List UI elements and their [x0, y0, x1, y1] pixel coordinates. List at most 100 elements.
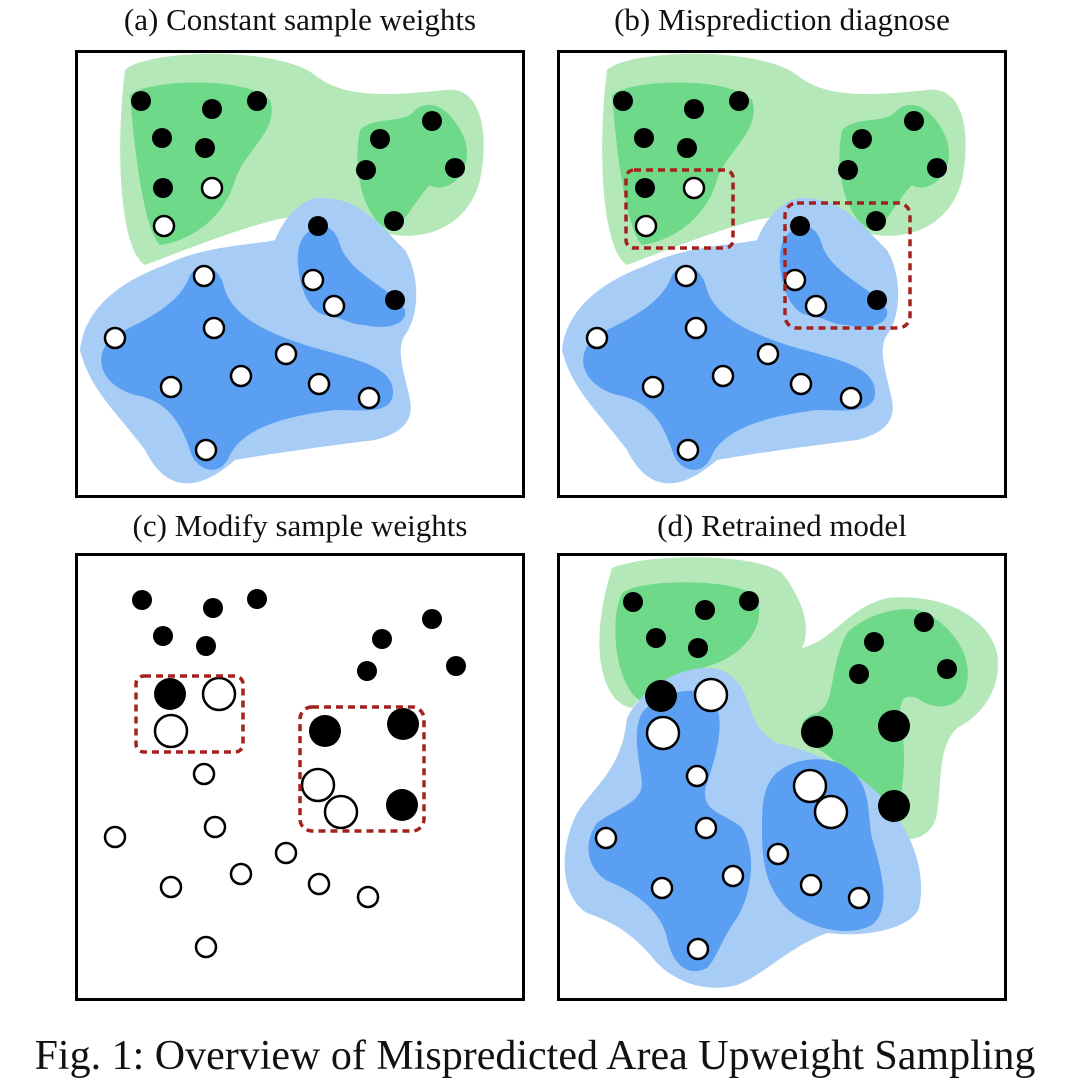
- point-white: [152, 214, 176, 238]
- point-white: [307, 872, 331, 896]
- point-black: [247, 589, 267, 609]
- point-black: [635, 178, 655, 198]
- point-black-upweighted: [309, 715, 341, 747]
- point-black-upweighted: [645, 680, 677, 712]
- point-black: [623, 592, 643, 612]
- panel-frame: [75, 50, 525, 498]
- point-white: [229, 862, 253, 886]
- point-black: [445, 158, 465, 178]
- panel-frame: [557, 50, 1007, 498]
- green-region-inner: [615, 582, 760, 702]
- point-white: [686, 937, 710, 961]
- point-white: [594, 826, 618, 850]
- point-black: [866, 211, 886, 231]
- point-white: [789, 372, 813, 396]
- panel-c-title: (c) Modify sample weights: [132, 508, 468, 543]
- point-white: [676, 438, 700, 462]
- point-white: [103, 326, 127, 350]
- point-black: [357, 661, 377, 681]
- point-black: [864, 632, 884, 652]
- panel-b: [557, 50, 1007, 498]
- point-white: [159, 375, 183, 399]
- blue-region-inner: [762, 759, 884, 932]
- point-black: [838, 160, 858, 180]
- point-black-upweighted: [386, 789, 418, 821]
- point-black: [247, 91, 267, 111]
- panel-a-svg: [75, 50, 525, 498]
- point-black: [790, 216, 810, 236]
- point-white-upweighted: [693, 677, 729, 713]
- point-white: [322, 294, 346, 318]
- point-white: [307, 372, 331, 396]
- point-black: [914, 612, 934, 632]
- blue-region-inner: [588, 690, 752, 972]
- point-white: [682, 176, 706, 200]
- point-black: [446, 656, 466, 676]
- point-black: [729, 91, 749, 111]
- point-black-upweighted: [878, 790, 910, 822]
- point-white-upweighted: [153, 713, 189, 749]
- point-white: [847, 886, 871, 910]
- point-white: [159, 875, 183, 899]
- mispredicted-area-box: [624, 168, 735, 250]
- panel-b-title: (b) Misprediction diagnose: [614, 2, 950, 37]
- point-black: [695, 600, 715, 620]
- point-black: [684, 99, 704, 119]
- point-black: [422, 609, 442, 629]
- point-white: [684, 316, 708, 340]
- point-white: [650, 876, 674, 900]
- point-black-upweighted: [878, 710, 910, 742]
- point-white: [192, 762, 216, 786]
- point-black: [203, 598, 223, 618]
- point-white-upweighted: [323, 794, 359, 830]
- point-black: [688, 638, 708, 658]
- point-white-upweighted: [813, 794, 849, 830]
- point-white: [202, 316, 226, 340]
- point-black: [677, 138, 697, 158]
- point-white: [103, 825, 127, 849]
- point-white: [200, 176, 224, 200]
- point-white: [229, 364, 253, 388]
- point-white: [711, 364, 735, 388]
- panel-d-svg: [557, 553, 1007, 1001]
- point-black-upweighted: [154, 678, 186, 710]
- point-white-upweighted: [792, 768, 828, 804]
- panel-d-title: (d) Retrained model: [657, 508, 907, 543]
- point-white: [192, 264, 216, 288]
- green-region-inner: [130, 82, 272, 245]
- point-black: [422, 111, 442, 131]
- point-white-upweighted: [645, 715, 681, 751]
- point-white-upweighted: [300, 767, 336, 803]
- point-black: [384, 211, 404, 231]
- point-black-upweighted: [801, 716, 833, 748]
- point-black: [132, 590, 152, 610]
- point-black: [131, 91, 151, 111]
- point-white: [585, 326, 609, 350]
- point-white: [357, 386, 381, 410]
- point-white: [756, 342, 780, 366]
- point-black: [927, 158, 947, 178]
- point-black-upweighted: [387, 708, 419, 740]
- point-black: [195, 138, 215, 158]
- panel-b-svg: [557, 50, 1007, 498]
- mispredicted-area-box: [298, 705, 426, 833]
- point-white: [674, 264, 698, 288]
- point-white: [799, 873, 823, 897]
- point-white: [356, 885, 380, 909]
- point-black: [372, 629, 392, 649]
- point-black: [739, 591, 759, 611]
- point-white: [685, 764, 709, 788]
- point-black: [308, 216, 328, 236]
- point-white: [641, 375, 665, 399]
- point-black: [646, 628, 666, 648]
- mispredicted-area-box: [134, 674, 245, 754]
- point-black: [613, 91, 633, 111]
- point-black: [385, 290, 405, 310]
- point-black: [196, 636, 216, 656]
- point-white: [804, 294, 828, 318]
- point-black: [356, 160, 376, 180]
- point-white: [274, 342, 298, 366]
- panel-frame: [75, 553, 525, 1001]
- point-black: [937, 659, 957, 679]
- point-white: [274, 841, 298, 865]
